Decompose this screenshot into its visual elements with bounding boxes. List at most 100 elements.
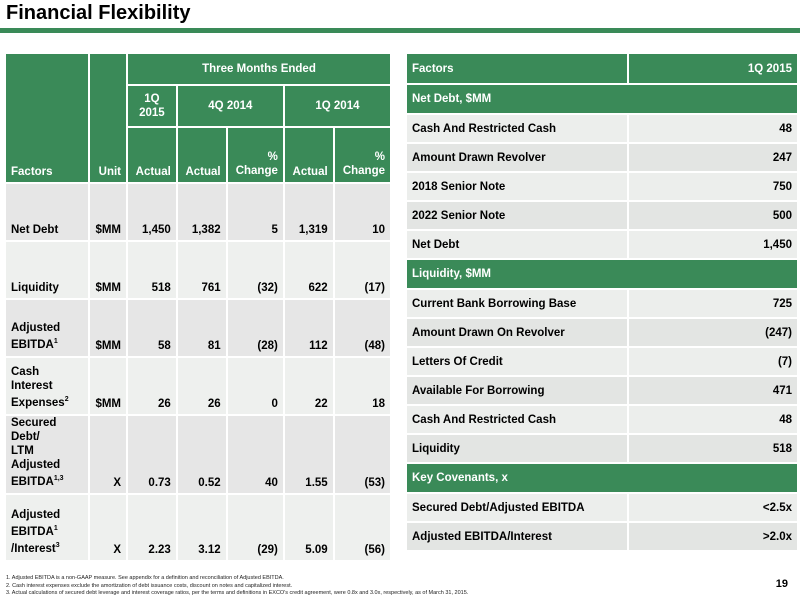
list-item: Current Bank Borrowing Base 725 [407, 290, 797, 317]
factor-text: EBITDA [11, 339, 54, 351]
list-item: Cash And Restricted Cash 48 [407, 115, 797, 142]
list-item: Liquidity 518 [407, 435, 797, 462]
item-value: 48 [629, 115, 797, 142]
item-value: >2.0x [629, 523, 797, 550]
cell-4q2014-actual: 761 [177, 242, 226, 298]
list-item: Adjusted EBITDA/Interest >2.0x [407, 523, 797, 550]
list-item: 2022 Senior Note 500 [407, 202, 797, 229]
row-unit: $MM [90, 358, 126, 414]
list-item: Available For Borrowing 471 [407, 377, 797, 404]
section-title: Net Debt, $MM [407, 85, 797, 113]
row-factor: Liquidity [6, 242, 88, 298]
footnote-ref: 1 [53, 525, 58, 533]
list-item: Letters Of Credit (7) [407, 348, 797, 375]
cell-1q2014-change: 10 [334, 184, 390, 240]
item-value: 518 [629, 435, 797, 462]
cell-1q2014-actual: 112 [284, 300, 333, 356]
footnote: 3. Actual calculations of secured debt l… [6, 590, 469, 596]
cell-1q2015-actual: 26 [128, 358, 176, 414]
table-row: Secured Debt/ LTM Adjusted EBITDA1,3 X 0… [6, 416, 390, 493]
col-header-pct-change: % Change [227, 128, 283, 182]
item-value: 48 [629, 406, 797, 433]
table-row: Cash Interest Expenses2 $MM 26 26 0 22 1… [6, 358, 390, 414]
item-value: 500 [629, 202, 797, 229]
item-label: Adjusted EBITDA/Interest [407, 523, 627, 550]
cell-1q2015-actual: 2.23 [128, 494, 176, 560]
cell-1q2014-change: (56) [334, 494, 390, 560]
section-title: Key Covenants, x [407, 464, 797, 492]
change-label: Change [342, 165, 385, 177]
factor-line: Debt/ [11, 431, 40, 443]
row-factor: Cash Interest Expenses2 [6, 358, 88, 414]
row-unit: X [90, 494, 126, 560]
cell-1q2014-actual: 1,319 [284, 184, 333, 240]
factor-line: Adjusted [11, 322, 61, 335]
period-header-4q2014: 4Q 2014 [177, 86, 283, 126]
col-header-factors: Factors [6, 54, 88, 182]
detail-table: Factors 1Q 2015 Net Debt, $MM Cash And R… [405, 52, 799, 552]
row-unit: X [90, 416, 126, 493]
item-label: Liquidity [407, 435, 627, 462]
cell-4q2014-actual: 0.52 [177, 416, 226, 493]
factor-line: Secured [11, 417, 57, 429]
footnote: 2. Cash interest expenses exclude the am… [6, 582, 293, 589]
cell-1q2015-actual: 518 [128, 242, 176, 298]
list-item: Amount Drawn Revolver 247 [407, 144, 797, 171]
item-value: 1,450 [629, 231, 797, 258]
item-label: 2018 Senior Note [407, 173, 627, 200]
section-liquidity: Liquidity, $MM Current Bank Borrowing Ba… [407, 260, 797, 462]
item-label: Letters Of Credit [407, 348, 627, 375]
section-title: Liquidity, $MM [407, 260, 797, 288]
cell-4q2014-change: 0 [227, 358, 283, 414]
cell-1q2014-actual: 1.55 [284, 416, 333, 493]
item-label: Cash And Restricted Cash [407, 115, 627, 142]
table-row: Adjusted EBITDA1 /Interest3 X 2.23 3.12 … [6, 494, 390, 560]
cell-1q2014-actual: 622 [284, 242, 333, 298]
footnotes: 1. Adjusted EBITDA is a non-GAAP measure… [6, 575, 706, 598]
list-item: Amount Drawn On Revolver (247) [407, 319, 797, 346]
cell-4q2014-actual: 81 [177, 300, 226, 356]
cell-1q2015-actual: 1,450 [128, 184, 176, 240]
factor-line: EBITDA1,3 [11, 472, 83, 489]
group-header-three-months: Three Months Ended [128, 54, 390, 84]
cell-1q2014-change: (53) [334, 416, 390, 493]
title-divider [0, 28, 800, 33]
factor-text: EBITDA [11, 526, 54, 538]
cell-1q2014-actual: 5.09 [284, 494, 333, 560]
item-value: (247) [629, 319, 797, 346]
cell-4q2014-actual: 26 [177, 358, 226, 414]
row-unit: $MM [90, 184, 126, 240]
page-title: Financial Flexibility [6, 2, 191, 24]
item-value: <2.5x [629, 494, 797, 521]
item-label: Available For Borrowing [407, 377, 627, 404]
list-item: Cash And Restricted Cash 48 [407, 406, 797, 433]
col-header-pct-change: % Change [334, 128, 390, 182]
item-label: 2022 Senior Note [407, 202, 627, 229]
pct-symbol: % [374, 151, 385, 163]
row-factor: Adjusted EBITDA1 [6, 300, 88, 356]
list-item: 2018 Senior Note 750 [407, 173, 797, 200]
factor-line: EBITDA1 [11, 335, 83, 352]
period-1q2015-label: 1Q 2015 [139, 93, 165, 119]
row-factor: Net Debt [6, 184, 88, 240]
item-label: Amount Drawn Revolver [407, 144, 627, 171]
cell-4q2014-actual: 1,382 [177, 184, 226, 240]
item-value: 750 [629, 173, 797, 200]
row-unit: $MM [90, 300, 126, 356]
item-label: Current Bank Borrowing Base [407, 290, 627, 317]
footnote-ref: 1,3 [53, 475, 64, 482]
factor-line: /Interest3 [11, 539, 83, 556]
cell-1q2014-change: (17) [334, 242, 390, 298]
page-number: 19 [775, 578, 788, 590]
detail-col-factors: Factors [407, 54, 627, 83]
period-header-1q2014: 1Q 2014 [284, 86, 390, 126]
section-key-covenants: Key Covenants, x Secured Debt/Adjusted E… [407, 464, 797, 550]
table-row: Net Debt $MM 1,450 1,382 5 1,319 10 [6, 184, 390, 240]
section-net-debt: Net Debt, $MM Cash And Restricted Cash 48… [407, 85, 797, 258]
item-value: 247 [629, 144, 797, 171]
pct-symbol: % [267, 151, 278, 163]
cell-1q2014-change: 18 [334, 358, 390, 414]
factor-text: /Interest [11, 542, 56, 555]
cell-4q2014-change: 5 [227, 184, 283, 240]
cell-1q2014-change: (48) [334, 300, 390, 356]
